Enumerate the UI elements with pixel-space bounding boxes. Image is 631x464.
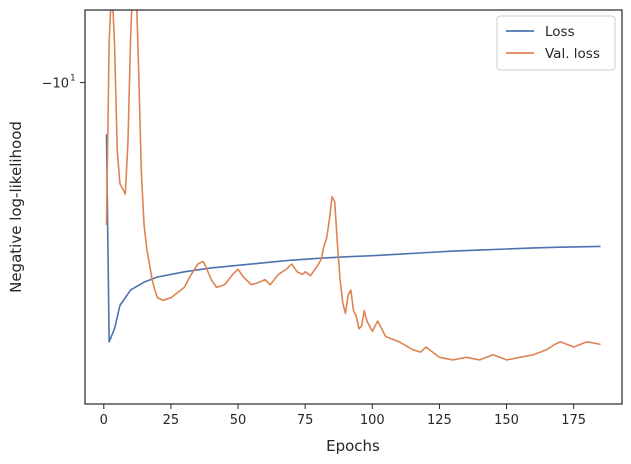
y-tick-exponent: 1	[70, 74, 76, 84]
x-tick-label: 150	[494, 413, 519, 428]
x-tick-label: 125	[427, 413, 452, 428]
legend-label-1: Val. loss	[545, 46, 600, 62]
x-tick-label: 0	[100, 413, 108, 428]
x-tick-label: 25	[163, 413, 180, 428]
series-line-0	[105, 134, 601, 343]
x-axis-label: Epochs	[326, 437, 380, 455]
x-tick-label: 100	[360, 413, 385, 428]
legend: Loss Val. loss	[496, 15, 616, 71]
x-tick-label: 50	[230, 413, 247, 428]
y-axis-label: Negative log-likelihood	[7, 121, 25, 293]
series-line-1	[105, 10, 601, 361]
x-tick-label: 175	[561, 413, 586, 428]
legend-box	[496, 15, 616, 71]
x-tick-label: 75	[297, 413, 314, 428]
y-tick-label: −10	[42, 77, 69, 92]
plot-frame	[84, 9, 623, 405]
legend-label-0: Loss	[545, 24, 575, 40]
